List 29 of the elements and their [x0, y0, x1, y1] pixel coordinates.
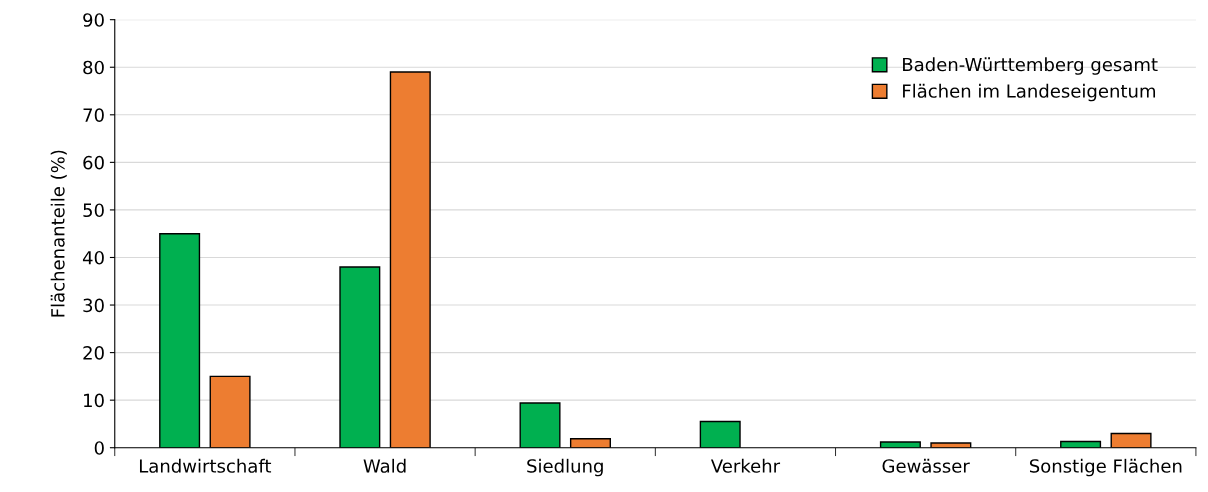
y-tick-label: 90 [83, 13, 104, 27]
bar [209, 375, 251, 448]
x-tick-label: Gewässer [882, 458, 970, 473]
y-tick-label: 40 [82, 250, 104, 265]
bar [1110, 432, 1152, 448]
bar [879, 441, 921, 448]
bar [339, 266, 381, 448]
bar [389, 71, 431, 448]
legend-label: Flächen im Landeseigentum [903, 83, 1156, 102]
y-tick-label: 20 [83, 346, 104, 360]
bar [519, 402, 561, 448]
x-tick-label: Verkehr [710, 458, 781, 473]
bar [569, 437, 611, 448]
x-tick-label: Siedlung [527, 458, 603, 477]
bar [699, 420, 741, 448]
y-tick-label: 50 [83, 203, 104, 218]
y-tick-label: 0 [94, 441, 104, 455]
y-axis-title: Flächenanteile (%) [50, 150, 67, 317]
legend-label: Baden-Württemberg gesamt [903, 57, 1158, 75]
bar [159, 233, 201, 448]
x-tick-label: Landwirtschaft [139, 458, 272, 473]
y-tick-label: 80 [83, 60, 104, 75]
x-tick-label: Sonstige Flächen [1029, 458, 1182, 477]
bar [930, 442, 972, 448]
y-tick-label: 70 [83, 108, 104, 122]
y-tick-label: 10 [84, 393, 104, 408]
y-tick-label: 30 [83, 298, 104, 313]
y-tick-label: 60 [83, 155, 104, 170]
x-tick-label: Wald [363, 458, 406, 473]
